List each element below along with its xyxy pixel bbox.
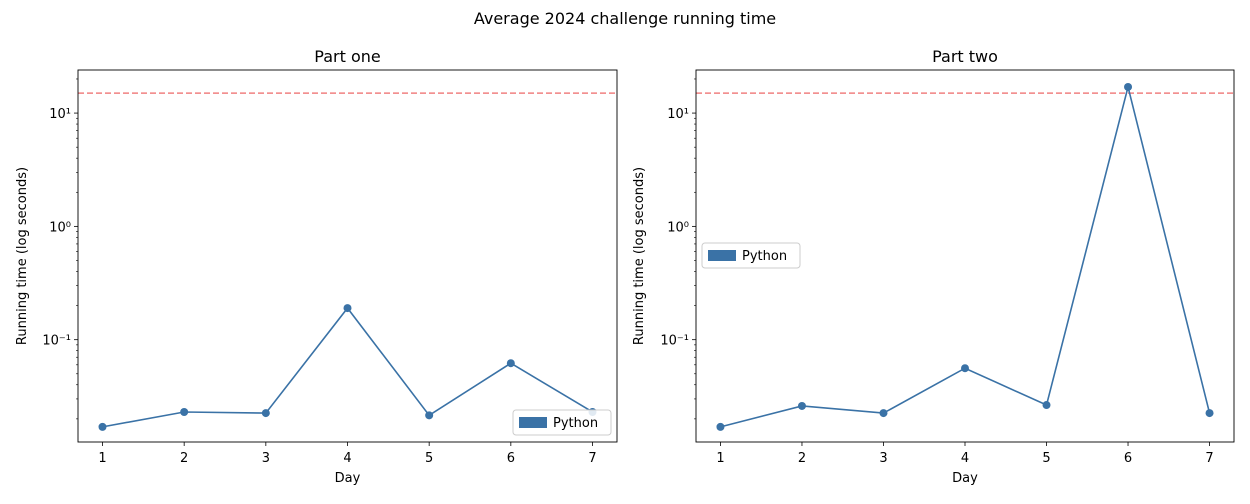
figure-title: Average 2024 challenge running time	[474, 9, 776, 28]
data-point	[1042, 401, 1051, 410]
x-axis-label: Day	[335, 471, 361, 486]
y-axis-label: Running time (log seconds)	[632, 167, 647, 345]
y-tick-label: 10⁰	[667, 220, 689, 235]
data-point	[343, 304, 352, 313]
legend-swatch	[519, 417, 547, 428]
y-tick-label: 10¹	[49, 107, 71, 122]
data-point	[1124, 82, 1133, 91]
x-tick-label: 4	[961, 451, 969, 466]
data-point	[1205, 409, 1214, 418]
data-point	[797, 401, 806, 410]
x-axis-label: Day	[952, 471, 978, 486]
data-point	[716, 422, 725, 431]
y-axis-label: Running time (log seconds)	[15, 167, 30, 345]
legend-box	[701, 242, 801, 269]
x-tick-label: 7	[1205, 451, 1213, 466]
series-line	[102, 306, 593, 428]
x-tick-label: 6	[507, 451, 515, 466]
panel-title: Part two	[932, 47, 998, 66]
y-tick-label: 10⁻¹	[660, 334, 689, 349]
x-tick-label: 7	[588, 451, 596, 466]
data-point	[261, 409, 270, 418]
data-point	[98, 422, 107, 431]
legend-label: Python	[742, 249, 787, 264]
data-point	[961, 364, 969, 373]
y-tick-label: 10⁰	[49, 220, 71, 235]
panel-title: Part one	[314, 47, 380, 66]
axes-frame	[77, 69, 618, 443]
panel-part-one: Part one Day Running time (log seconds) …	[15, 47, 618, 486]
x-tick-label: 2	[180, 451, 188, 466]
x-tick-label: 1	[98, 451, 106, 466]
legend-label: Python	[553, 416, 598, 431]
x-tick-label: 5	[1042, 451, 1050, 466]
panel-part-two: Part two Day Running time (log seconds) …	[632, 47, 1235, 486]
legend-swatch	[708, 250, 736, 261]
x-tick-label: 3	[879, 451, 887, 466]
x-tick-label: 4	[343, 451, 351, 466]
data-point	[180, 407, 189, 416]
axes-frame	[695, 69, 1235, 443]
x-tick-label: 1	[716, 451, 724, 466]
x-tick-label: 6	[1124, 451, 1132, 466]
data-point	[506, 359, 515, 368]
x-tick-label: 2	[798, 451, 806, 466]
y-tick-label: 10⁻¹	[42, 334, 71, 349]
data-point	[879, 409, 888, 418]
x-tick-label: 3	[262, 451, 270, 466]
x-tick-label: 5	[425, 451, 433, 466]
y-tick-label: 10¹	[667, 107, 689, 122]
legend-box	[512, 409, 612, 436]
data-point	[425, 411, 434, 420]
